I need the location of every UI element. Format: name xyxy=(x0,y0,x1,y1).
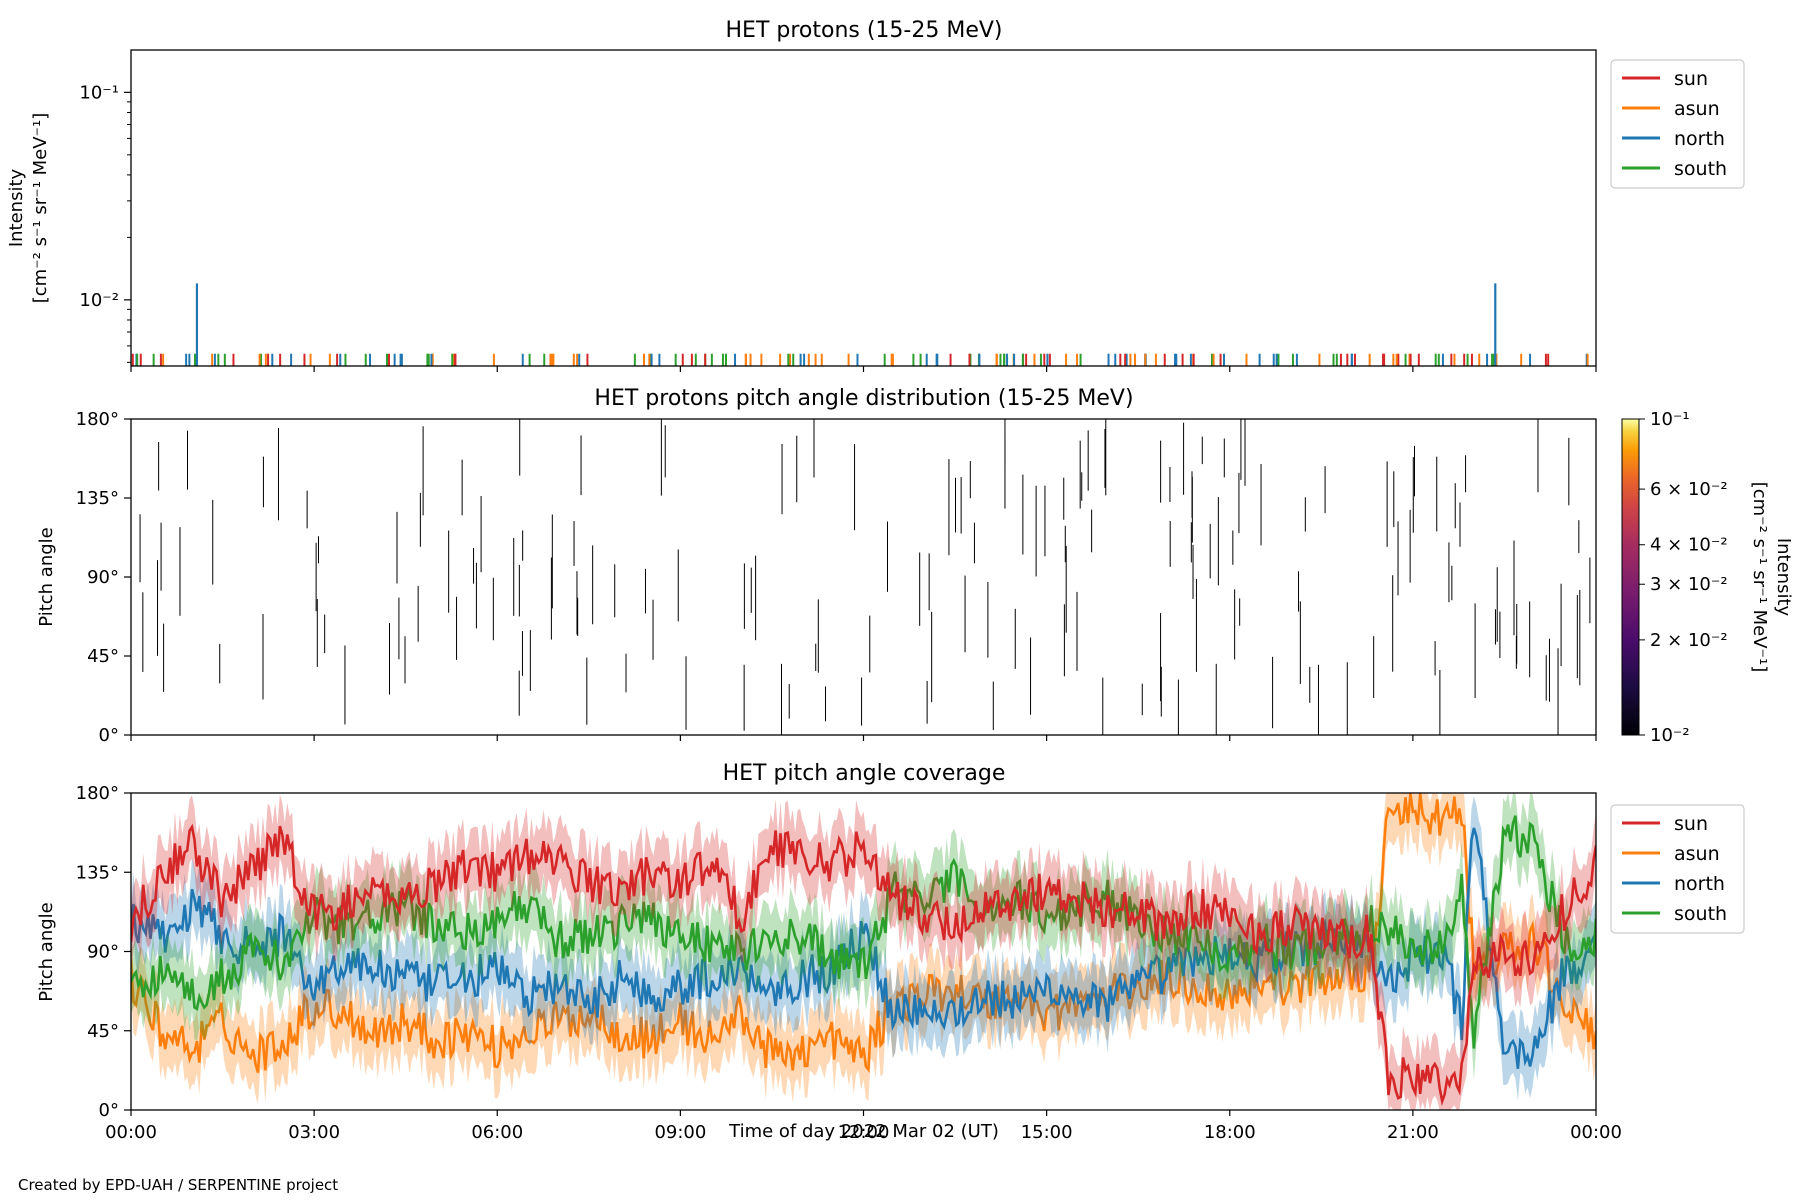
x-tick-label: 00:00 xyxy=(105,1122,157,1143)
legend-label-south: south xyxy=(1674,158,1727,180)
colorbar-label: Intensity[cm⁻² s⁻¹ sr⁻¹ MeV⁻¹] xyxy=(1749,482,1794,673)
panel-pitch-distribution: HET protons pitch angle distribution (15… xyxy=(36,386,1794,746)
x-tick-label: 00:00 xyxy=(1570,1122,1622,1143)
panel-1-title: HET protons (15-25 MeV) xyxy=(726,18,1003,43)
legend-label-sun: sun xyxy=(1674,813,1708,835)
colorbar-ticks: 10⁻² 2 × 10⁻² 3 × 10⁻² 4 × 10⁻² 6 × 10⁻² 10⁻¹ xyxy=(1639,409,1728,746)
x-tick-label: 06:00 xyxy=(471,1122,523,1143)
x-tick-label: 03:00 xyxy=(288,1122,340,1143)
panel-1-frame xyxy=(130,49,1597,367)
y-tick-label: 10⁻² xyxy=(79,290,119,311)
legend-label-south: south xyxy=(1674,903,1727,925)
x-tick-label: 18:00 xyxy=(1204,1122,1256,1143)
y-tick-label: 10⁻¹ xyxy=(79,82,119,103)
colorbar-tick-label: 6 × 10⁻² xyxy=(1650,479,1728,500)
panel-2-frame xyxy=(130,418,1597,736)
footer-credit: Created by EPD-UAH / SERPENTINE project xyxy=(18,1176,338,1194)
y-tick-label: 0° xyxy=(99,725,119,746)
panel-1-ylabel-line1: Intensity xyxy=(6,168,27,247)
colorbar-tick-label: 4 × 10⁻² xyxy=(1650,535,1728,556)
y-tick-label: 180° xyxy=(76,783,119,804)
coverage-line-asun xyxy=(131,793,1596,1074)
panel-3-data xyxy=(131,793,1596,1110)
legend-label-north: north xyxy=(1674,873,1725,895)
colorbar-tick-label: 2 × 10⁻² xyxy=(1650,630,1728,651)
y-tick-label: 180° xyxy=(76,409,119,430)
x-tick-label: 21:00 xyxy=(1387,1122,1439,1143)
x-tick-label: 15:00 xyxy=(1021,1122,1073,1143)
x-axis-label: Time of day 2022 Mar 02 (UT) xyxy=(728,1121,999,1142)
y-tick-label: 0° xyxy=(99,1100,119,1121)
panel-2-xticks xyxy=(130,735,1597,741)
legend-label-north: north xyxy=(1674,128,1725,150)
panel-2-yticks: 0° 45° 90° 135° 180° xyxy=(76,409,131,746)
coverage-line-sun xyxy=(131,823,1596,1107)
colorbar-tick-label: 10⁻¹ xyxy=(1650,409,1690,430)
legend-label-sun: sun xyxy=(1674,68,1708,90)
colorbar-tick-label: 10⁻² xyxy=(1650,725,1690,746)
coverage-line-north xyxy=(131,827,1596,1069)
panel-3-yticks: 0° 45° 90° 135° 180° xyxy=(76,783,131,1121)
panel-2-data xyxy=(139,419,1591,735)
panel-2-ylabel: Pitch angle xyxy=(36,527,57,626)
colorbar-tick-label: 3 × 10⁻² xyxy=(1650,574,1728,595)
panel-3-title: HET pitch angle coverage xyxy=(723,761,1006,786)
y-tick-label: 90° xyxy=(87,942,119,963)
panel-3-ylabel: Pitch angle xyxy=(36,902,57,1001)
legend-box xyxy=(1610,59,1745,189)
colorbar-label-line: Intensity xyxy=(1773,538,1794,617)
panel-2-title: HET protons pitch angle distribution (15… xyxy=(594,386,1133,411)
y-tick-label: 135° xyxy=(76,488,119,509)
panel-pitch-coverage: HET pitch angle coverage 0° 45° 90° 135° 180… xyxy=(36,761,1745,1143)
panel-3-xticks: 00:00 03:00 06:00 09:00 12:00 15:00 18:00 21:00… xyxy=(105,1110,1622,1143)
panel-1-data xyxy=(131,283,1589,366)
x-tick-label: 12:00 xyxy=(838,1122,890,1143)
panel-1-legend: sun asun north south xyxy=(1610,59,1745,189)
coverage-band-south xyxy=(131,793,1596,1081)
legend-label-asun: asun xyxy=(1674,843,1720,865)
y-tick-label: 135° xyxy=(76,862,119,883)
panel-intensity: HET protons (15-25 MeV) 10⁻² 10⁻¹ Intensi… xyxy=(6,18,1745,372)
colorbar-label-line: [cm⁻² s⁻¹ sr⁻¹ MeV⁻¹] xyxy=(1749,482,1770,673)
y-tick-label: 45° xyxy=(87,646,119,667)
y-tick-label: 90° xyxy=(87,567,119,588)
panel-1-ylabel-line2: [cm⁻² s⁻¹ sr⁻¹ MeV⁻¹] xyxy=(30,113,51,304)
y-tick-label: 45° xyxy=(87,1021,119,1042)
panel-1-yticks: 10⁻² 10⁻¹ xyxy=(79,82,131,363)
legend-label-asun: asun xyxy=(1674,98,1720,120)
coverage-band-asun xyxy=(131,793,1596,1105)
panel-3-legend: sun asun north south xyxy=(1610,804,1745,934)
panel-1-xticks xyxy=(130,366,1597,372)
legend-box xyxy=(1610,804,1745,934)
colorbar xyxy=(1621,418,1640,736)
x-tick-label: 09:00 xyxy=(654,1122,706,1143)
